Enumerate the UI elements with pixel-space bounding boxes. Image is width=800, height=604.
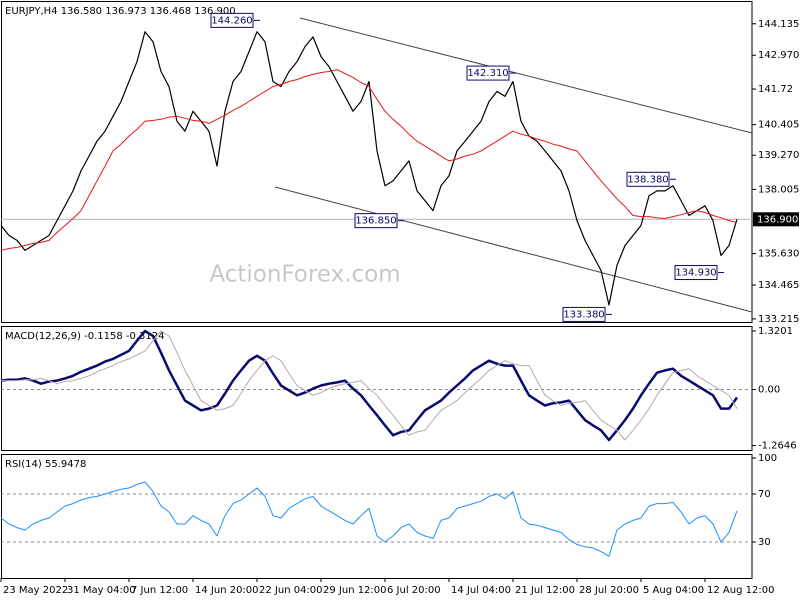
y-tick-label: 140.405: [758, 120, 799, 131]
annotation-label: 138.380: [627, 174, 668, 185]
series-line: [0, 69, 738, 251]
x-tick-label: 12 Aug 12:00: [707, 585, 774, 596]
y-tick-label: 141.72: [758, 84, 793, 95]
panel-title: EURJPY,H4 136.580 136.973 136.468 136.90…: [5, 6, 236, 17]
series-line: [1, 330, 738, 441]
y-tick-label: 30: [758, 537, 771, 548]
annotation-label: 133.380: [563, 309, 604, 320]
series-line: [0, 31, 738, 306]
annotation-box: [466, 65, 510, 81]
y-tick-label: 144.135: [758, 19, 799, 30]
rsi-panel-frame: [1, 454, 753, 579]
x-tick-label: 5 Aug 04:00: [643, 585, 704, 596]
y-tick-label: 142.970: [758, 50, 799, 61]
panel-title: MACD(12,26,9) -0.1158 -0.3124: [5, 331, 165, 342]
y-tick-label: 138.005: [758, 184, 799, 195]
channel-lower-line: [274, 186, 753, 313]
annotation-label: 136.850: [355, 216, 396, 227]
x-tick-label: 14 Jun 20:00: [195, 585, 259, 596]
x-tick-label: 23 May 2022: [3, 585, 68, 596]
watermark: ActionForex.com: [209, 262, 400, 288]
x-tick-label: 6 Jul 20:00: [387, 585, 441, 596]
annotation-box: [210, 12, 254, 28]
y-tick-label: 0.00: [758, 384, 780, 395]
y-tick-label: 1.3201: [758, 326, 793, 337]
x-tick-label: 21 Jul 12:00: [515, 585, 575, 596]
y-tick-label: 133.215: [758, 314, 799, 325]
annotation-label: 142.310: [467, 68, 508, 79]
panel-title: RSI(14) 55.9478: [5, 459, 86, 470]
x-tick-label: 28 Jul 20:00: [579, 585, 639, 596]
x-tick-label: 22 Jun 04:00: [259, 585, 323, 596]
annotation-box: [674, 265, 718, 281]
x-tick-label: 14 Jul 04:00: [451, 585, 511, 596]
y-tick-label: 134.465: [758, 280, 799, 291]
series-line: [0, 481, 738, 557]
x-tick-label: 29 Jun 12:00: [323, 585, 387, 596]
y-tick-label: 139.270: [758, 150, 799, 161]
annotation-label: 144.260: [211, 15, 252, 26]
x-tick-label: 7 Jun 12:00: [131, 585, 188, 596]
annotation-box: [562, 306, 606, 322]
series-line: [0, 329, 739, 442]
annotation-box: [626, 171, 670, 187]
y-tick-label: -1.2646: [758, 441, 797, 452]
price-panel-frame: [1, 1, 753, 323]
macd-panel-frame: [1, 326, 753, 451]
last-price-label: 136.900: [757, 214, 798, 225]
last-price-box: [753, 212, 799, 227]
y-tick-label: 100: [758, 453, 777, 464]
y-tick-label: 70: [758, 489, 771, 500]
x-tick-label: 31 May 04:00: [67, 585, 136, 596]
annotation-box: [354, 213, 398, 229]
channel-upper-line: [299, 17, 753, 134]
annotation-label: 134.930: [675, 268, 716, 279]
y-tick-label: 135.630: [758, 249, 799, 260]
